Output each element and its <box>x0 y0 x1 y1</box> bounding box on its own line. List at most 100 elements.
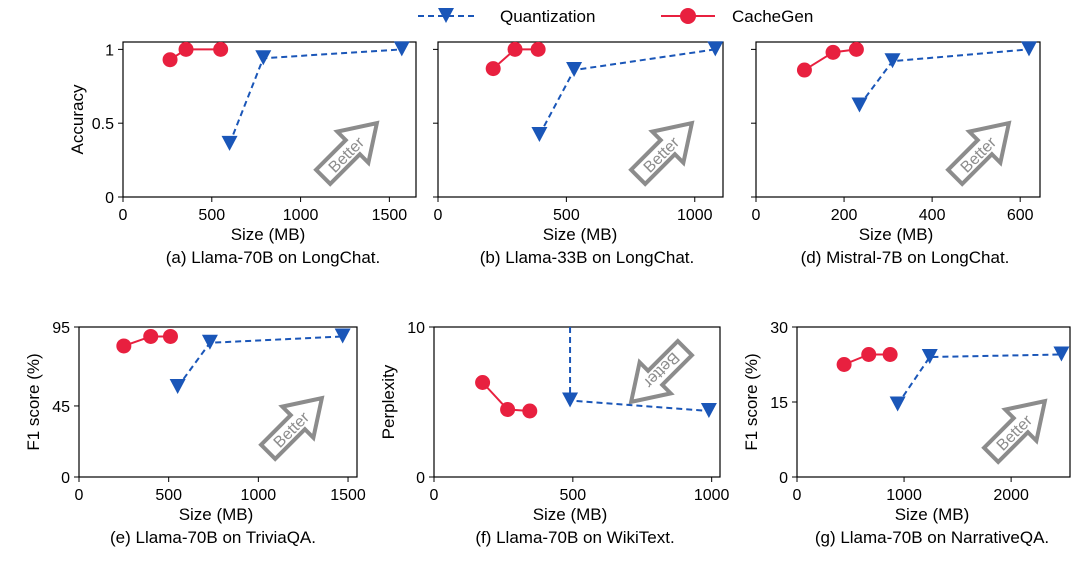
chart-caption: (b) Llama-33B on LongChat. <box>480 248 695 267</box>
better-arrow: Better <box>945 120 1012 187</box>
x-tick-label: 400 <box>919 207 946 224</box>
x-tick-label: 500 <box>155 487 182 504</box>
x-axis-label: Size (MB) <box>859 225 934 244</box>
chart-caption: (g) Llama-70B on NarrativeQA. <box>815 528 1049 547</box>
cachegen-point <box>507 41 523 57</box>
better-arrow-shape <box>628 338 695 405</box>
legend-cachegen-marker <box>680 8 696 24</box>
y-axis-label: Perplexity <box>379 364 398 439</box>
better-arrow-shape <box>313 120 380 187</box>
x-tick-label: 1000 <box>283 207 319 224</box>
y-tick-label: 0 <box>779 470 788 487</box>
better-arrow-shape <box>945 120 1012 187</box>
cachegen-point <box>143 328 159 344</box>
y-tick-label: 95 <box>52 320 70 337</box>
cachegen-point <box>213 41 229 57</box>
y-tick-label: 1 <box>105 42 114 59</box>
x-tick-label: 0 <box>75 487 84 504</box>
chart-panel-6: Better 0 1000 2000 0 15 30 Size (MB) F1 score (%… <box>742 320 1071 547</box>
chart-caption: (a) Llama-70B on LongChat. <box>166 248 381 267</box>
cachegen-point <box>162 328 178 344</box>
x-tick-label: 1500 <box>330 487 366 504</box>
x-axis-label: Size (MB) <box>895 505 970 524</box>
x-tick-label: 2000 <box>993 487 1029 504</box>
quantization-point <box>851 97 868 113</box>
x-axis-label: Size (MB) <box>231 225 306 244</box>
quantization-line <box>858 48 1030 107</box>
chart-caption: (e) Llama-70B on TriviaQA. <box>110 528 316 547</box>
cachegen-point <box>882 347 898 362</box>
quantization-point <box>255 50 272 66</box>
chart-panel-2: Better 0 500 1000 Size (MB) (b) Llama-33B on … <box>433 41 724 267</box>
y-tick-label: 10 <box>407 320 425 337</box>
plot-frame <box>78 326 358 478</box>
plot-frame <box>433 326 721 478</box>
y-tick-label: 0 <box>61 470 70 487</box>
quantization-point <box>707 41 724 57</box>
better-arrow: Better <box>981 398 1048 465</box>
cachegen-point <box>485 61 501 77</box>
quantization-point <box>1020 41 1037 57</box>
y-tick-label: 0 <box>105 190 114 207</box>
cachegen-point <box>116 338 132 354</box>
quantization-point <box>1053 346 1070 362</box>
quantization-point <box>169 379 186 394</box>
cachegen-point <box>178 41 194 57</box>
plot-frame <box>122 41 417 198</box>
quantization-point <box>531 127 548 142</box>
legend: Quantization CacheGen <box>418 7 813 26</box>
chart-panel-3: Better 0 200 400 600 Size (MB) (d) Mistral-7B … <box>751 41 1041 267</box>
quantization-line <box>176 335 343 388</box>
x-tick-label: 1500 <box>372 207 408 224</box>
x-tick-label: 0 <box>434 207 443 224</box>
legend-quantization-marker <box>438 8 454 23</box>
cachegen-point <box>522 403 538 419</box>
quantization-point <box>334 328 351 344</box>
cachegen-point <box>500 402 516 417</box>
quantization-point <box>221 135 238 151</box>
cachegen-point <box>848 41 864 57</box>
y-axis-label: Accuracy <box>68 84 87 154</box>
x-tick-label: 500 <box>198 207 225 224</box>
legend-cachegen-label: CacheGen <box>732 7 813 26</box>
x-tick-label: 200 <box>831 207 858 224</box>
y-axis-label: F1 score (%) <box>24 353 43 450</box>
cachegen-point <box>825 44 841 60</box>
y-tick-label: 0 <box>416 470 425 487</box>
better-arrow-shape <box>628 120 695 187</box>
chart-panel-4: Better 0 500 1000 1500 0 45 95 Size (MB) F1 score… <box>24 320 366 547</box>
legend-item-cachegen: CacheGen <box>661 7 813 26</box>
better-arrow: Better <box>313 120 380 187</box>
quantization-point <box>393 41 410 57</box>
plot-frame <box>437 41 724 198</box>
quantization-point <box>921 349 938 364</box>
x-tick-label: 1000 <box>694 487 730 504</box>
cachegen-point <box>475 375 491 390</box>
cachegen-point <box>836 357 852 372</box>
better-arrow-shape <box>258 395 325 462</box>
better-arrow: Better <box>628 120 695 187</box>
better-arrow-shape <box>981 398 1048 465</box>
cachegen-point <box>162 52 178 68</box>
x-tick-label: 0 <box>119 207 128 224</box>
better-arrow: Better <box>258 395 325 462</box>
x-tick-label: 0 <box>752 207 761 224</box>
x-axis-label: Size (MB) <box>179 505 254 524</box>
y-tick-label: 45 <box>52 399 70 416</box>
cachegen-line <box>169 48 221 61</box>
x-tick-label: 0 <box>793 487 802 504</box>
legend-item-quantization: Quantization <box>418 7 595 26</box>
quantization-point <box>884 53 901 69</box>
x-tick-label: 600 <box>1007 207 1034 224</box>
plot-frame <box>755 41 1041 198</box>
cachegen-point <box>530 41 546 57</box>
quantization-point <box>201 334 218 350</box>
y-axis-label: F1 score (%) <box>742 353 761 450</box>
x-tick-label: 1000 <box>677 207 713 224</box>
y-tick-label: 15 <box>770 395 788 412</box>
quantization-point <box>700 403 717 418</box>
chart-caption: (d) Mistral-7B on LongChat. <box>801 248 1010 267</box>
chart-panel-5: Better 0 500 1000 0 10 Size (MB) Perplexity (f) … <box>379 320 730 547</box>
x-tick-label: 1000 <box>886 487 922 504</box>
